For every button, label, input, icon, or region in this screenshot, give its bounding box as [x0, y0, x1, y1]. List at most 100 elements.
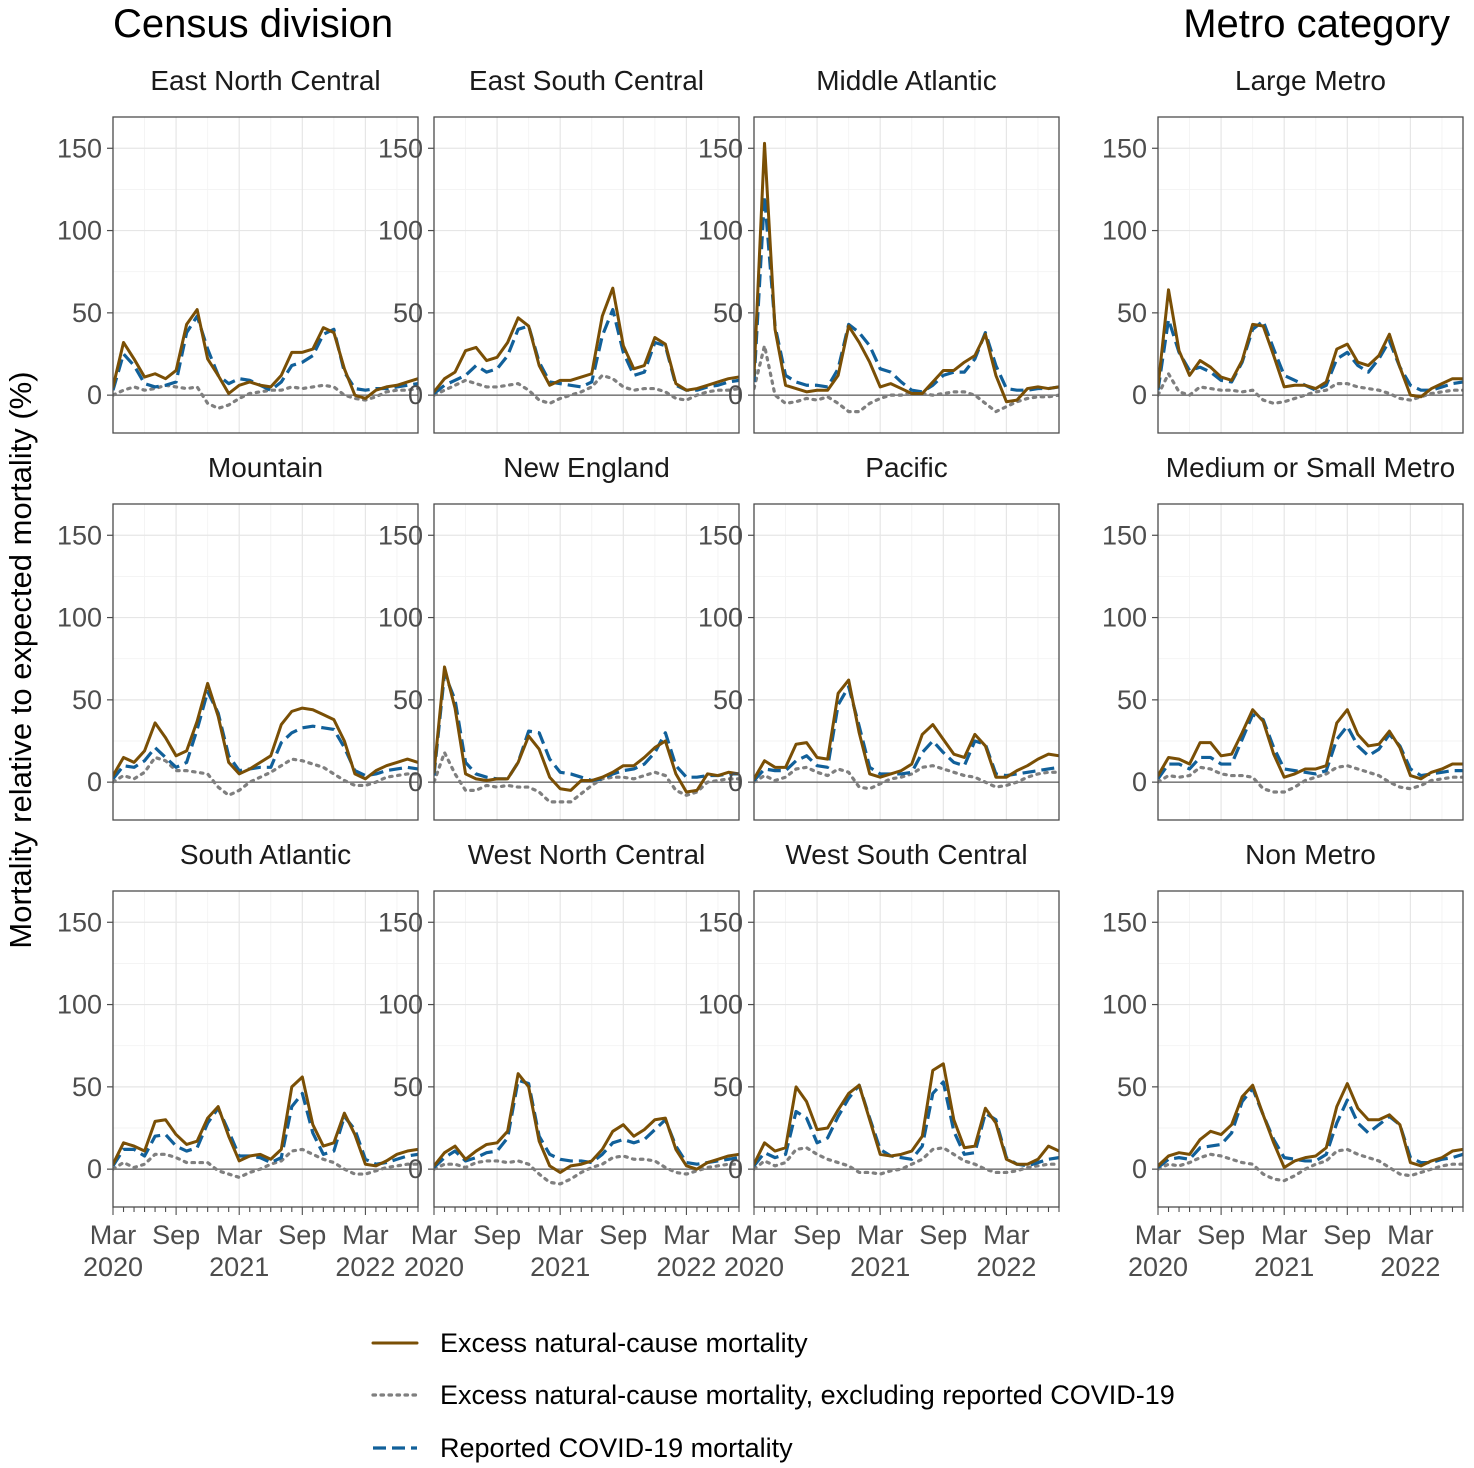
panel-west-north-central: West North Central 0 50 100 150 Mar 2020 Sep Mar… — [378, 839, 740, 1282]
series-lines — [434, 1072, 739, 1186]
panel-east-south-central: East South Central 0 50 100 150 — [378, 65, 740, 434]
metro-category-title: Metro category — [1183, 2, 1450, 46]
y-tick-label: 50 — [393, 685, 423, 715]
series-line-excess — [754, 141, 1059, 404]
x-tick-label: Mar 2020 — [1128, 1220, 1188, 1282]
y-tick-label: 100 — [698, 216, 743, 246]
series-line-covid — [113, 1091, 418, 1167]
x-tick-label: Sep — [152, 1220, 200, 1250]
series-line-excl — [754, 344, 1059, 414]
gridlines — [433, 504, 739, 820]
series-line-covid — [113, 690, 418, 780]
y-tick-label: 100 — [1102, 216, 1147, 246]
gridlines — [433, 891, 739, 1207]
series-line-excess — [434, 1072, 739, 1174]
y-tick-label: 100 — [57, 990, 102, 1020]
panel-title: Medium or Small Metro — [1166, 452, 1455, 483]
panel-middle-atlantic: Middle Atlantic 0 50 100 150 — [698, 65, 1060, 434]
series-line-excl — [754, 764, 1059, 791]
y-tick-label: 50 — [713, 298, 743, 328]
panel-frame — [433, 503, 740, 821]
y-tick-label: 150 — [57, 133, 102, 163]
series-lines — [754, 141, 1059, 414]
y-tick-label: 150 — [378, 520, 423, 550]
y-tick-label: 50 — [72, 1072, 102, 1102]
y-tick-label: 100 — [698, 990, 743, 1020]
series-lines — [1158, 288, 1463, 405]
panel-frame — [1157, 503, 1464, 821]
series-line-covid — [754, 1080, 1059, 1168]
y-tick-label: 50 — [1117, 1072, 1147, 1102]
y-tick-label: 150 — [1102, 907, 1147, 937]
y-tick-label: 150 — [698, 133, 743, 163]
x-tick-label: Mar 2021 — [1254, 1220, 1314, 1282]
panel-pacific: Pacific 0 50 100 150 — [698, 452, 1060, 821]
series-line-excl — [113, 755, 418, 797]
y-tick-label: 50 — [72, 685, 102, 715]
gridlines — [753, 117, 1059, 433]
panel-medium-or-small-metro: Medium or Small Metro 0 50 100 150 — [1102, 452, 1464, 821]
y-tick-label: 50 — [393, 298, 423, 328]
series-line-covid — [1158, 317, 1463, 392]
panel-frame — [753, 503, 1060, 821]
series-line-excl — [1158, 764, 1463, 794]
series-line-excl — [434, 750, 739, 804]
series-lines — [434, 665, 739, 804]
x-tick-label: Sep — [278, 1220, 326, 1250]
x-tick-label: Sep — [793, 1220, 841, 1250]
y-tick-label: 50 — [393, 1072, 423, 1102]
y-tick-label: 0 — [87, 380, 102, 410]
series-line-covid — [434, 671, 739, 783]
series-line-excl — [434, 1154, 739, 1186]
legend-label: Reported COVID-19 mortality — [440, 1433, 793, 1463]
series-line-excess — [1158, 1082, 1463, 1169]
y-tick-label: 100 — [378, 990, 423, 1020]
y-tick-label: 150 — [698, 907, 743, 937]
y-tick-label: 100 — [1102, 990, 1147, 1020]
x-tick-label: Mar 2022 — [335, 1220, 395, 1282]
census-division-title: Census division — [113, 2, 393, 46]
panel-mountain: Mountain 0 50 100 150 — [57, 452, 419, 821]
y-tick-label: 0 — [1132, 1154, 1147, 1184]
y-tick-label: 0 — [728, 767, 743, 797]
x-tick-label: Mar 2021 — [530, 1220, 590, 1282]
y-tick-label: 150 — [698, 520, 743, 550]
series-line-excl — [754, 1146, 1059, 1176]
series-line-excl — [1158, 372, 1463, 405]
series-line-covid — [434, 1078, 739, 1169]
series-line-excl — [1158, 1147, 1463, 1183]
series-line-excess — [113, 681, 418, 781]
panel-title: South Atlantic — [180, 839, 351, 870]
panel-title: Pacific — [865, 452, 947, 483]
x-tick-label: Mar 2021 — [209, 1220, 269, 1282]
panel-frame — [1157, 890, 1464, 1208]
series-lines — [113, 1075, 418, 1179]
panel-title: Large Metro — [1235, 65, 1386, 96]
legend: Excess natural-cause mortality Excess nat… — [371, 1328, 1175, 1463]
series-lines — [434, 286, 739, 405]
legend-item-excess: Excess natural-cause mortality — [371, 1328, 808, 1358]
series-line-excess — [434, 665, 739, 794]
panel-frame — [433, 890, 740, 1208]
x-tick-label: Sep — [599, 1220, 647, 1250]
panel-large-metro: Large Metro 0 50 100 150 — [1102, 65, 1464, 434]
y-tick-label: 50 — [713, 1072, 743, 1102]
x-tick-label: Mar 2020 — [724, 1220, 784, 1282]
panel-west-south-central: West South Central 0 50 100 150 Mar 2020 Sep Mar… — [698, 839, 1060, 1282]
series-line-excess — [434, 286, 739, 394]
legend-label: Excess natural-cause mortality, excludin… — [440, 1380, 1175, 1410]
panel-frame — [1157, 116, 1464, 434]
series-lines — [754, 1062, 1059, 1176]
y-tick-label: 150 — [1102, 133, 1147, 163]
y-tick-label: 50 — [72, 298, 102, 328]
panel-title: East South Central — [469, 65, 704, 96]
panel-title: West South Central — [785, 839, 1027, 870]
series-lines — [113, 681, 418, 797]
x-tick-label: Mar 2020 — [83, 1220, 143, 1282]
x-tick-label: Sep — [473, 1220, 521, 1250]
x-tick-label: Mar 2022 — [656, 1220, 716, 1282]
series-line-covid — [754, 194, 1059, 394]
y-tick-label: 0 — [408, 380, 423, 410]
panel-frame — [753, 890, 1060, 1208]
